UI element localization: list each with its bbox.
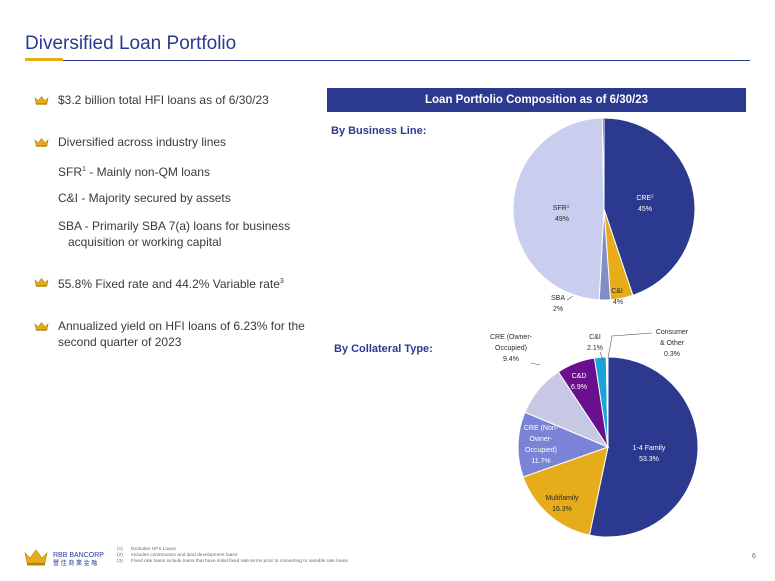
bullet-text: Diversified across industry lines <box>58 135 227 149</box>
bullet-text: 55.8% Fixed rate and 44.2% Variable rate… <box>58 277 284 291</box>
business-line-slice-cre <box>603 117 696 296</box>
slice-label-consumer: & Other <box>660 340 685 347</box>
collateral-labels: 1-4 Family 53.3% Multifamily 16.3% CRE (… <box>490 329 689 513</box>
company-logo: RBB BANCORP 豐 佳 商 業 金 融 <box>24 549 104 567</box>
leader-line-sba <box>566 295 574 301</box>
business-line-pie <box>512 117 696 301</box>
bullet-text: $3.2 billion total HFI loans as of 6/30/… <box>58 93 269 107</box>
sub-text: - Mainly non-QM loans <box>85 165 210 179</box>
slice-value-ci: 4% <box>613 299 623 306</box>
slice-label-cre-non-owner: Occupied) <box>525 447 557 454</box>
footnote-1: (1) Excludes HFS Loans <box>117 547 176 552</box>
sub-text: SFR <box>58 165 82 179</box>
slice-value-sfr: 49% <box>555 216 569 223</box>
slice-value-cre-owner: 9.4% <box>503 356 519 363</box>
crown-icon <box>34 322 49 331</box>
footnote-2: (2) Includes construction and land develo… <box>117 553 238 559</box>
crown-icon <box>34 138 49 147</box>
slice-label-consumer: Consumer <box>656 329 689 336</box>
slice-value-cre-non-owner: 11.7% <box>531 458 550 465</box>
title-rule <box>25 60 750 61</box>
crown-icon <box>34 278 49 287</box>
slice-value-ci: 2.1% <box>587 345 603 352</box>
sub-text: acquisition or working capital <box>68 235 222 249</box>
footnotes: (1) Excludes HFS Loans (2) Includes constr… <box>117 547 348 566</box>
sub-text: SBA - Primarily SBA 7(a) loans for busin… <box>58 219 291 233</box>
footnote-ref: 3 <box>279 278 284 285</box>
slice-label-multifamily: Multifamily <box>545 495 579 502</box>
page-title: Diversified Loan Portfolio <box>25 33 237 54</box>
collateral-type-label: By Collateral Type: <box>334 343 433 355</box>
sub-item-sba: SBA - Primarily SBA 7(a) loans for busin… <box>58 218 320 250</box>
title-rule-accent <box>25 58 63 61</box>
leader-line-cre-owner <box>530 362 541 366</box>
chart-header: Loan Portfolio Composition as of 6/30/23 <box>327 88 746 112</box>
footnote-ref: 1 <box>82 166 86 173</box>
slice-label-cre-owner: Occupied) <box>495 345 527 352</box>
slice-value-cd: 6.9% <box>571 384 587 391</box>
business-line-label: By Business Line: <box>331 125 427 137</box>
business-line-slice-other <box>601 117 605 210</box>
slice-label-sba: SBA <box>551 295 565 302</box>
crown-icon <box>34 96 49 105</box>
slice-label-1-4-family: 1-4 Family <box>633 445 666 452</box>
slice-label-cre-non-owner: Owner- <box>530 436 554 443</box>
slice-label-cre: CRE2 <box>636 194 654 203</box>
slice-value-consumer: 0.3% <box>664 351 680 358</box>
slice-label-cre-owner: CRE (Owner- <box>490 334 533 341</box>
collateral-type-pie <box>517 356 699 538</box>
sub-text: C&I - Majority secured by assets <box>58 191 231 205</box>
slice-label-cre-non-owner: CRE (Non- <box>524 425 559 432</box>
business-line-slice-sfr <box>512 117 605 301</box>
sub-item-ci: C&I - Majority secured by assets <box>58 190 320 206</box>
slice-label-ci: C&I <box>589 334 601 341</box>
svg-text:豐 佳 商 業 金 融: 豐 佳 商 業 金 融 <box>53 559 97 567</box>
leader-lines <box>530 295 653 366</box>
collateral-slice-cre-non-owner-occupied <box>517 411 610 478</box>
slice-value-sba: 2% <box>553 306 563 313</box>
slice-value-multifamily: 16.3% <box>552 506 572 513</box>
page-number: 6 <box>752 553 756 560</box>
bullet-text: Annualized yield on HFI loans of 6.23% f… <box>58 319 305 349</box>
slice-label-cd: C&D <box>572 373 587 380</box>
slice-label-ci: C&I <box>611 288 623 295</box>
leader-line-ci <box>599 351 604 361</box>
sub-item-sfr: SFR1 - Mainly non-QM loans <box>58 162 320 180</box>
svg-text:RBB BANCORP: RBB BANCORP <box>53 552 104 559</box>
slice-value-cre: 45% <box>638 206 652 213</box>
collateral-slice-multifamily <box>522 446 609 536</box>
slice-label-sfr: SFR1 <box>553 204 570 213</box>
footnote-3: (3) Fixed rate loans include loans that h… <box>117 559 348 565</box>
collateral-slice-1-4-family <box>588 356 699 538</box>
leader-line-consumer <box>607 332 653 359</box>
business-line-labels: CRE2 45% C&I 4% SBA 2% SFR1 49% <box>551 194 654 314</box>
slice-value-1-4-family: 53.3% <box>639 456 659 463</box>
